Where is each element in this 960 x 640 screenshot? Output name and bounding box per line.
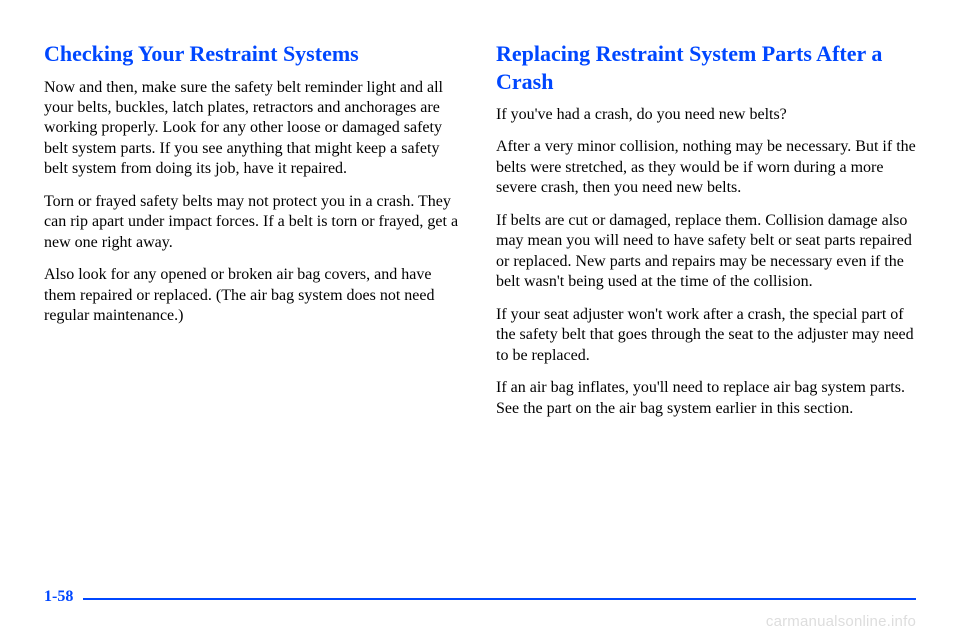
right-paragraph-4: If your seat adjuster won't work after a… bbox=[496, 305, 916, 366]
left-column: Checking Your Restraint Systems Now and … bbox=[44, 40, 464, 431]
right-paragraph-5: If an air bag inflates, you'll need to r… bbox=[496, 378, 916, 419]
left-paragraph-1: Now and then, make sure the safety belt … bbox=[44, 78, 464, 180]
manual-page: Checking Your Restraint Systems Now and … bbox=[0, 0, 960, 640]
right-heading: Replacing Restraint System Parts After a… bbox=[496, 40, 916, 95]
footer-rule bbox=[44, 598, 916, 600]
watermark-text: carmanualsonline.info bbox=[766, 613, 916, 630]
right-paragraph-1: If you've had a crash, do you need new b… bbox=[496, 105, 916, 125]
left-heading: Checking Your Restraint Systems bbox=[44, 40, 464, 68]
two-column-layout: Checking Your Restraint Systems Now and … bbox=[44, 40, 916, 431]
right-column: Replacing Restraint System Parts After a… bbox=[496, 40, 916, 431]
left-paragraph-2: Torn or frayed safety belts may not prot… bbox=[44, 192, 464, 253]
page-footer: 1-58 bbox=[44, 598, 916, 600]
page-number: 1-58 bbox=[44, 588, 83, 606]
left-paragraph-3: Also look for any opened or broken air b… bbox=[44, 265, 464, 326]
right-paragraph-2: After a very minor collision, nothing ma… bbox=[496, 137, 916, 198]
right-paragraph-3: If belts are cut or damaged, replace the… bbox=[496, 211, 916, 293]
